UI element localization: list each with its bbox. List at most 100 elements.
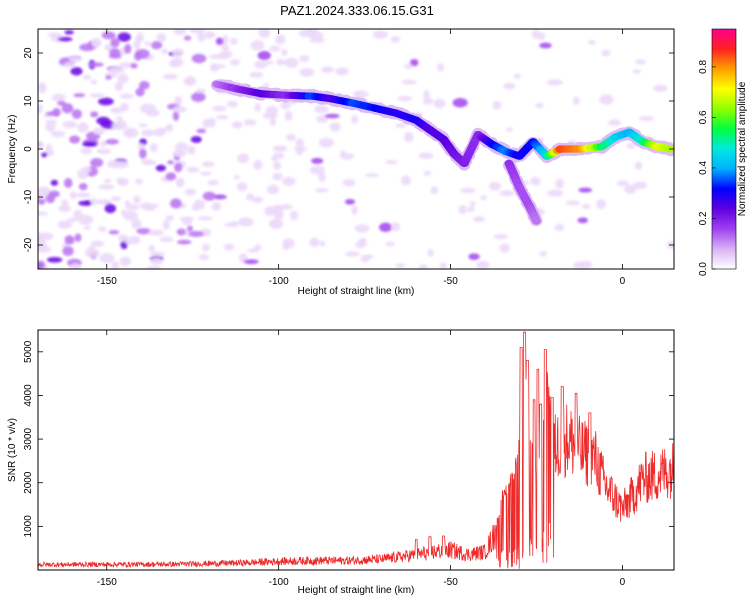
noise-blob (499, 190, 515, 197)
noise-blob (215, 37, 224, 46)
noise-blob (133, 195, 141, 204)
noise-blob (601, 49, 611, 57)
noise-blob (100, 141, 108, 147)
snr-y-tick-label: 4000 (23, 384, 34, 407)
snr-frame (37, 329, 675, 571)
noise-blob (109, 67, 125, 74)
noise-blob (38, 232, 46, 242)
noise-blob (57, 36, 73, 42)
noise-blob (165, 215, 175, 221)
noise-blob (69, 135, 81, 144)
noise-blob (190, 135, 202, 144)
noise-blob (379, 222, 393, 232)
noise-blob (299, 67, 315, 78)
spectrogram-y-tick-label: 0 (23, 146, 34, 152)
noise-blob (246, 193, 255, 201)
noise-blob (577, 260, 593, 269)
noise-blob (472, 215, 486, 223)
noise-blob (88, 62, 104, 67)
noise-blob (95, 199, 111, 205)
noise-blob (358, 237, 367, 248)
noise-blob (266, 184, 280, 195)
noise-blob (89, 93, 105, 98)
spectrogram-y-tick-label: -10 (23, 189, 34, 204)
spectrogram-ridge (210, 79, 674, 227)
noise-blob (233, 175, 241, 180)
snr-series-line (38, 331, 674, 569)
noise-blob (409, 58, 419, 67)
noise-blob (468, 253, 480, 260)
spectrogram-x-tick-label: -150 (97, 276, 117, 287)
noise-blob (530, 176, 541, 186)
noise-blob (136, 228, 152, 235)
noise-blob (513, 73, 521, 79)
noise-blob (476, 260, 490, 269)
noise-blob (130, 219, 142, 230)
noise-blob (97, 97, 114, 106)
noise-blob (117, 32, 131, 42)
noise-blob (117, 73, 129, 84)
noise-blob (257, 50, 271, 61)
snr-y-tick-label: 2000 (23, 471, 34, 494)
noise-blob (324, 113, 340, 119)
noise-blob (273, 161, 281, 171)
noise-blob (117, 178, 130, 186)
noise-blob (361, 254, 374, 259)
noise-blob (57, 100, 66, 106)
noise-blob (633, 181, 648, 189)
noise-blob (73, 93, 86, 98)
noise-blob (64, 235, 75, 245)
noise-blob (197, 32, 206, 42)
noise-blob (172, 106, 187, 113)
noise-blob (539, 250, 547, 257)
noise-blob (134, 36, 144, 42)
noise-blob (145, 266, 162, 269)
noise-blob (123, 210, 138, 221)
noise-blob (372, 30, 388, 39)
noise-blob (202, 118, 210, 129)
ridge-core (531, 217, 541, 225)
noise-blob (99, 253, 115, 264)
noise-blob (480, 195, 487, 201)
noise-blob (150, 251, 166, 256)
noise-blob (427, 248, 434, 258)
noise-blob (82, 141, 97, 148)
snr-y-tick-label: 1000 (23, 515, 34, 538)
colorbar-scale (711, 28, 737, 270)
noise-blob (254, 102, 261, 113)
noise-blob (492, 100, 502, 110)
noise-blob (385, 160, 398, 165)
noise-blob (342, 178, 356, 187)
noise-blob (155, 164, 166, 172)
noise-blob (284, 110, 293, 121)
noise-blob (62, 120, 78, 129)
noise-blob (275, 58, 287, 66)
noise-blob (193, 199, 206, 210)
noise-blob (439, 262, 448, 269)
noise-blob (138, 123, 148, 128)
noise-blob (145, 108, 160, 117)
noise-blob (403, 64, 413, 69)
noise-blob (401, 79, 417, 85)
noise-blob (51, 93, 66, 102)
noise-blob (78, 200, 94, 206)
noise-blob (578, 187, 593, 193)
noise-blob (52, 107, 61, 117)
noise-blob (577, 217, 588, 224)
spectrogram-y-axis-label: Frequency (Hz) (7, 115, 18, 184)
noise-blob (335, 67, 349, 76)
noise-blob (314, 105, 329, 114)
noise-blob (46, 256, 63, 263)
noise-blob (395, 263, 406, 268)
noise-blob (172, 48, 184, 58)
noise-blob (165, 123, 174, 133)
noise-blob (45, 119, 58, 124)
noise-blob (433, 98, 446, 109)
noise-blob (289, 210, 299, 221)
spectrogram-y-tick-label: 20 (23, 47, 34, 59)
snr-y-ticks: 1000 2000 3000 4000 5000 (23, 340, 674, 537)
noise-blob (212, 105, 227, 112)
noise-blob (249, 71, 264, 78)
noise-blob (273, 211, 284, 220)
